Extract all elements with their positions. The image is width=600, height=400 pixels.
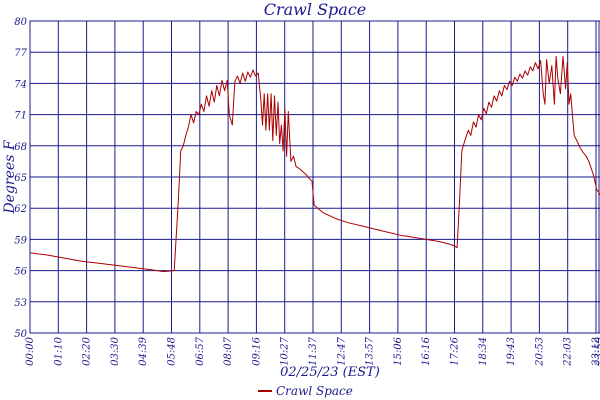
series-line-crawl-space — [29, 55, 600, 273]
x-axis-label: 02/25/23 (EST) — [280, 365, 380, 380]
x-tick-label: 01:10 — [53, 336, 64, 365]
y-tick-label: 53 — [14, 298, 27, 309]
x-tick-label: 22:03 — [563, 337, 574, 367]
x-tick-label: 00:00 — [25, 336, 36, 365]
x-tick-label: 19:43 — [506, 337, 517, 366]
x-tick-label: 13:57 — [365, 336, 376, 365]
x-tick-label: 09:16 — [251, 336, 262, 365]
series-layer — [29, 55, 600, 273]
y-tick-label: 56 — [14, 267, 27, 278]
x-tick-label: 06:57 — [195, 336, 206, 365]
y-tick-label: 74 — [14, 79, 27, 90]
y-tick-label: 71 — [14, 111, 27, 122]
x-tick-label: 18:34 — [478, 337, 489, 366]
x-tick-label: 05:48 — [167, 337, 178, 366]
x-tick-label: 08:07 — [223, 336, 234, 365]
x-tick-label: 11:37 — [308, 336, 319, 365]
x-tick-label: 16:16 — [421, 336, 432, 365]
y-tick-label: 62 — [14, 204, 27, 215]
y-axis-label: Degrees F — [2, 139, 18, 214]
grid — [29, 20, 600, 334]
legend-label: Crawl Space — [276, 384, 353, 398]
x-tick-label: 04:39 — [138, 336, 149, 365]
y-tick-label: 68 — [14, 142, 27, 153]
plot-frame — [29, 20, 600, 334]
y-tick-label: 50 — [14, 329, 27, 340]
y-tick-labels: 50 53 56 59 62 65 68 71 74 77 80 — [14, 17, 27, 340]
x-tick-label: 10:27 — [280, 336, 291, 365]
x-tick-labels: 00:00 01:10 02:20 03:30 04:39 05:48 06:57 08:07… — [25, 336, 600, 366]
x-tick-label: 17:26 — [450, 336, 461, 365]
x-tick-label: 20:53 — [534, 337, 545, 367]
x-tick-label: 02:20 — [82, 336, 93, 365]
y-tick-label: 77 — [14, 48, 27, 59]
legend: Crawl Space — [258, 384, 353, 398]
x-tick-label: 12:47 — [336, 336, 347, 365]
x-tick-label: 15:06 — [393, 336, 404, 365]
x-tick-label: 23:59 — [594, 336, 600, 366]
y-tick-label: 59 — [14, 235, 27, 246]
x-tick-label: 03:30 — [110, 336, 121, 365]
chart-title: Crawl Space — [264, 0, 367, 19]
x-tick-label: 23:12 — [591, 337, 600, 367]
y-tick-label: 80 — [14, 17, 27, 28]
y-tick-label: 65 — [14, 173, 27, 184]
